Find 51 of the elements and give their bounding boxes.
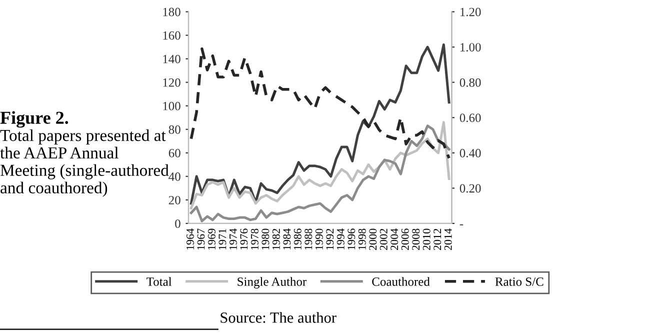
text: Total papers presented at the AAEP Annual Meeting (single-authored and coauthored)	[0, 129, 169, 197]
x-tick-label: 1988	[304, 228, 312, 250]
x-tick-label: 1996	[348, 228, 356, 250]
y2-tick-label: 0.40	[460, 148, 481, 158]
x-tick-label: 2006	[401, 228, 409, 250]
y2-tick-label: 0.20	[460, 184, 481, 193]
x-tick-label: 1964	[186, 228, 194, 250]
x-tick-label: 1976	[240, 228, 248, 250]
x-tick-label: 1974	[229, 228, 237, 250]
x-tick-label: 1980	[262, 228, 270, 250]
y-tick-label: 80	[168, 125, 180, 134]
y2-tick-label: 1.00	[460, 43, 481, 52]
x-tick-label: 2012	[434, 228, 442, 250]
y2-tick-label: 0.60	[460, 114, 481, 122]
x-tick-label: 2000	[369, 228, 377, 250]
y2-tick-label: 1.20	[460, 8, 481, 16]
text: Figure 2.	[0, 111, 68, 128]
x-tick-label: 1967	[197, 228, 205, 250]
y-tick-label: 120	[163, 78, 180, 87]
y-tick-label: 0	[175, 219, 180, 228]
y2-tick-label: 0.80	[460, 78, 481, 87]
x-tick-label: 1978	[250, 228, 258, 250]
x-tick-label: 1969	[208, 228, 216, 250]
legend-label: Ratio S/C	[495, 278, 544, 286]
x-tick-label: 2002	[380, 228, 388, 250]
line-series	[190, 47, 450, 160]
x-tick-label: 1994	[336, 228, 344, 250]
x-tick-label: 1984	[283, 228, 291, 250]
x-tick-label: 1992	[326, 228, 334, 250]
y-tick-label: 160	[163, 31, 180, 40]
x-tick-label: 1998	[358, 228, 366, 250]
x-tick-label: 1986	[294, 228, 302, 250]
source-note: Source: The author	[220, 312, 336, 323]
x-tick-label: 2014	[444, 228, 452, 250]
legend-label: Single Author	[238, 277, 307, 288]
y-tick-label: 40	[168, 172, 180, 181]
x-tick-label: 2010	[422, 228, 430, 250]
x-tick-label: 2008	[412, 228, 420, 250]
x-tick-label: 2004	[390, 228, 398, 250]
x-tick-label: 1982	[272, 228, 280, 250]
y-tick-label: 20	[168, 196, 180, 204]
y-tick-label: 60	[168, 148, 180, 158]
y-tick-label: 100	[163, 102, 180, 110]
x-tick-label: 1971	[218, 228, 226, 250]
legend-label: Total	[146, 277, 172, 286]
y-tick-label: 140	[163, 54, 180, 64]
y2-tick-label: -	[460, 224, 464, 226]
y-tick-label: 180	[163, 8, 180, 16]
line-series	[190, 43, 450, 205]
legend-label: Coauthored	[372, 277, 430, 286]
x-tick-label: 1990	[315, 228, 323, 250]
